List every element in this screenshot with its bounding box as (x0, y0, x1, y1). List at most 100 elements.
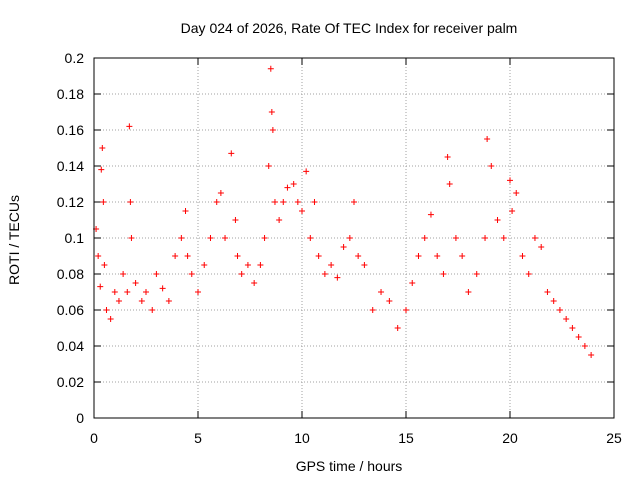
data-point (303, 168, 310, 175)
data-point (334, 274, 341, 281)
y-tick-label: 0.12 (57, 194, 84, 210)
data-point (321, 271, 328, 277)
y-tick-label: 0.18 (57, 86, 84, 102)
y-tick-label: 0.02 (57, 374, 84, 390)
x-tick-label: 10 (294, 430, 310, 446)
data-point (195, 289, 201, 295)
data-point (284, 184, 291, 191)
chart-title: Day 024 of 2026, Rate Of TEC Index for r… (181, 20, 518, 36)
data-point (315, 253, 322, 259)
data-point (494, 217, 501, 223)
data-point (178, 235, 185, 241)
data-point (222, 235, 229, 241)
data-point (244, 262, 251, 268)
data-point (488, 163, 495, 169)
data-point (459, 253, 466, 259)
data-point (509, 208, 516, 214)
y-tick-label: 0.08 (57, 266, 84, 282)
data-point (213, 199, 220, 205)
data-point (172, 253, 179, 259)
data-point (415, 253, 422, 259)
data-point (473, 271, 480, 277)
y-axis-title: ROTI / TECUs (6, 195, 22, 285)
x-axis-title: GPS time / hours (296, 458, 403, 474)
x-tick-label: 15 (398, 430, 414, 446)
data-point (328, 262, 335, 268)
x-tick-label: 25 (606, 430, 622, 446)
data-point (228, 150, 235, 157)
x-tick-label: 0 (90, 430, 98, 446)
data-point (107, 316, 114, 322)
data-point (563, 316, 570, 322)
data-point (346, 235, 353, 241)
data-point (207, 235, 214, 241)
data-point (261, 235, 268, 241)
data-point (251, 280, 258, 286)
data-point (268, 109, 275, 115)
y-tick-label: 0.1 (65, 230, 85, 246)
data-point (500, 235, 507, 241)
y-tick-label: 0.14 (57, 158, 84, 174)
data-point (99, 145, 106, 151)
data-point (361, 262, 368, 268)
data-point (355, 253, 362, 259)
data-point (507, 177, 513, 184)
data-point (482, 235, 489, 241)
data-point (484, 136, 491, 142)
grid-lines (94, 58, 614, 418)
data-point (265, 163, 272, 169)
data-point (538, 244, 545, 250)
data-point (234, 253, 241, 259)
data-point (101, 262, 108, 268)
data-point (98, 166, 105, 173)
data-point (421, 235, 428, 241)
data-point (120, 271, 127, 277)
data-point (575, 334, 582, 340)
data-point (311, 199, 318, 205)
data-point (184, 253, 191, 259)
data-point (427, 211, 434, 218)
data-point (556, 307, 563, 313)
data-point (434, 253, 441, 259)
data-point (126, 123, 133, 130)
plot-frame (93, 57, 615, 419)
data-point (569, 325, 576, 331)
data-point (588, 352, 595, 358)
data-point (446, 181, 453, 187)
data-point (544, 289, 551, 295)
data-point (452, 235, 459, 241)
y-tick-label: 0.06 (57, 302, 84, 318)
data-points (93, 65, 595, 358)
data-point (290, 181, 297, 187)
data-point (143, 289, 149, 295)
tick-labels: 0 0.02 0.04 0.06 0.08 0.1 0.12 0.14 0.16 0.18 0.2 0… (57, 50, 622, 446)
data-point (299, 208, 305, 214)
data-point (307, 235, 314, 241)
data-point (159, 285, 166, 292)
y-tick-label: 0.2 (65, 50, 85, 66)
data-point (97, 283, 104, 290)
data-point (201, 262, 208, 268)
data-point (95, 253, 102, 259)
data-point (378, 289, 385, 295)
data-point (351, 199, 357, 205)
data-point (444, 154, 451, 160)
data-point (232, 217, 239, 223)
data-point (513, 190, 520, 196)
x-tick-label: 5 (194, 430, 202, 446)
data-point (519, 253, 526, 259)
data-point (386, 298, 393, 304)
data-point (440, 271, 447, 277)
data-point (165, 298, 172, 304)
data-point (127, 199, 134, 205)
data-point (238, 271, 245, 277)
data-point (128, 235, 135, 241)
data-point (182, 208, 189, 214)
data-point (132, 280, 139, 286)
data-point (149, 307, 156, 313)
data-point (267, 65, 274, 72)
data-point (115, 298, 122, 304)
data-point (531, 235, 538, 241)
data-point (217, 190, 224, 196)
